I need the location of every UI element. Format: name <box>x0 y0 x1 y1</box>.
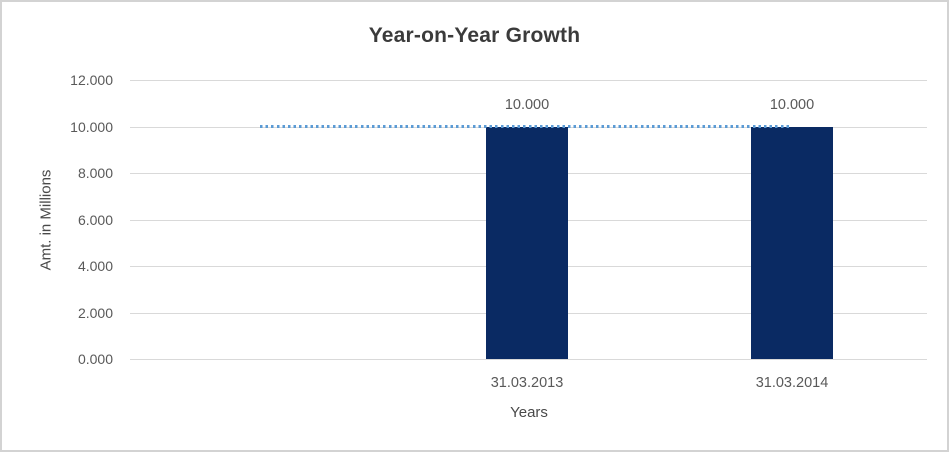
bar-31.03.2014 <box>751 126 833 359</box>
plot-area: 10.000 10.000 <box>130 80 927 360</box>
y-tick-label: 4.000 <box>77 258 113 274</box>
gridline <box>130 359 927 360</box>
y-tick-label: 10.000 <box>70 118 113 135</box>
chart-title: Year-on-Year Growth <box>368 24 581 47</box>
y-tick-label: 6.000 <box>77 211 113 228</box>
x-tick-label: 31.03.2014 <box>755 375 829 391</box>
trendline-dotted <box>260 124 792 128</box>
y-tick-label: 12.000 <box>70 72 113 88</box>
x-axis-title: Years <box>510 404 548 421</box>
x-tick-label: 31.03.2013 <box>490 375 564 391</box>
y-tick-label: 2.000 <box>77 304 113 321</box>
data-label: 10.000 <box>504 96 550 113</box>
gridline <box>130 80 927 81</box>
data-label: 10.000 <box>769 96 815 113</box>
bar-31.03.2013 <box>486 126 568 359</box>
y-tick-label: 8.000 <box>77 165 113 181</box>
y-tick-label: 0.000 <box>77 351 113 367</box>
